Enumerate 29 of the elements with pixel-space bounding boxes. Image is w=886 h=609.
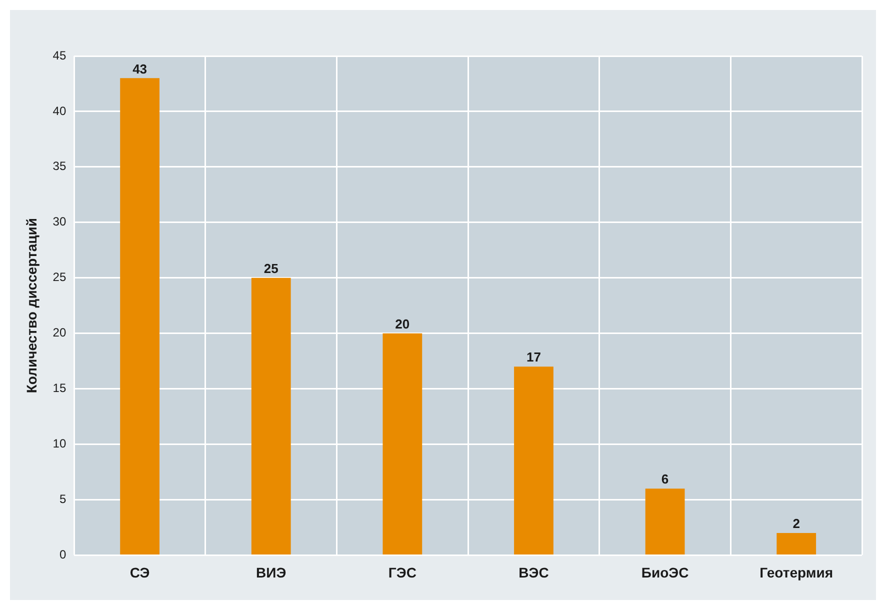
bar	[645, 488, 685, 554]
x-tick-label: Геотермия	[760, 564, 834, 580]
y-tick-label: 30	[52, 214, 66, 229]
data-label: 17	[526, 350, 541, 365]
bar	[251, 278, 291, 554]
y-tick-label: 10	[52, 436, 66, 451]
y-tick-label: 20	[52, 326, 66, 340]
x-tick-label: ВЭС	[518, 564, 549, 580]
y-tick-label: 40	[52, 104, 66, 118]
bar	[382, 333, 422, 554]
y-axis-title: Количество диссертаций	[23, 218, 40, 394]
bar	[120, 78, 160, 554]
bar	[776, 533, 816, 554]
data-label: 43	[132, 61, 148, 76]
y-tick-label: 25	[52, 270, 66, 284]
y-tick-label: 35	[52, 159, 66, 174]
y-tick-label: 15	[52, 381, 66, 396]
x-tick-label: БиоЭС	[641, 564, 689, 580]
data-label: 20	[395, 316, 410, 332]
data-label: 25	[264, 260, 278, 276]
x-tick-label: ВИЭ	[256, 564, 286, 580]
x-tick-label: СЭ	[130, 564, 150, 580]
bar	[514, 366, 554, 554]
y-tick-label: 45	[52, 48, 66, 62]
data-label: 2	[792, 516, 800, 532]
data-label: 6	[661, 472, 669, 487]
y-tick-label: 5	[59, 492, 66, 506]
x-tick-label: ГЭС	[388, 564, 416, 580]
y-tick-label: 0	[59, 548, 66, 562]
